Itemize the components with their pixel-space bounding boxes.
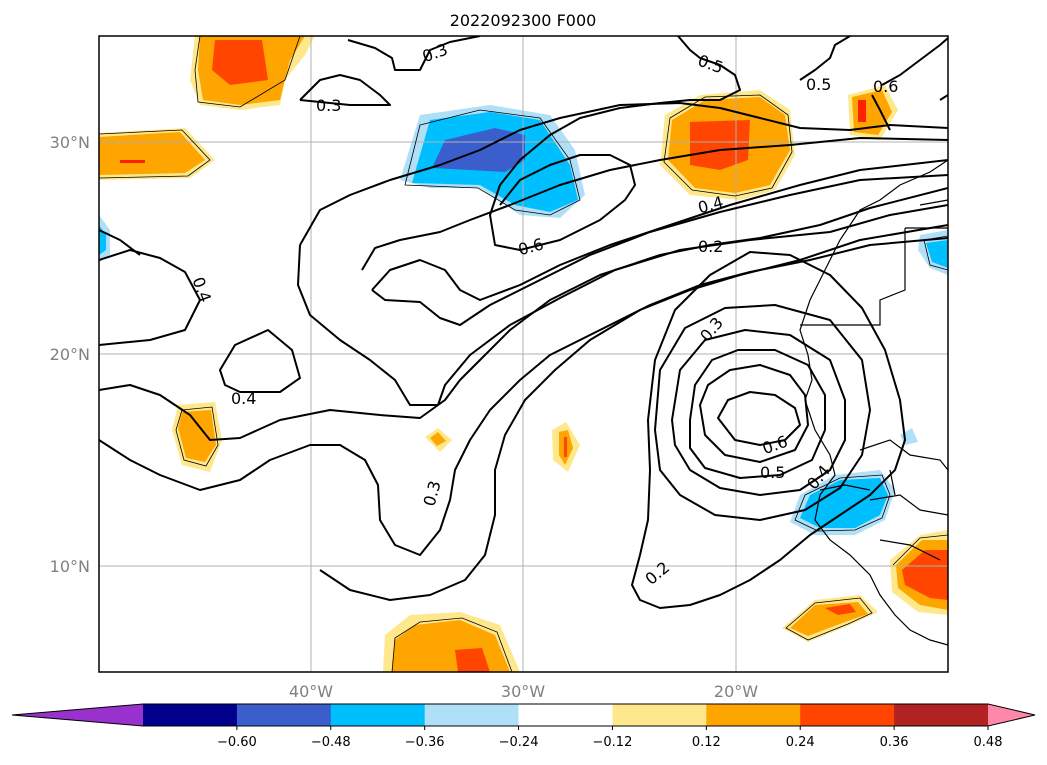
contour-label: 0.4 [231, 389, 256, 408]
colorbar-segment [236, 704, 332, 726]
colorbar-tick-label: −0.12 [593, 735, 633, 750]
contour-label: 0.3 [696, 313, 727, 345]
colorbar-extend-high [988, 704, 1035, 726]
contour-label: 0.4 [188, 275, 215, 305]
lat-label-10n: 10°N [50, 557, 90, 576]
contour-label: 0.6 [873, 77, 898, 96]
colorbar-segment [518, 704, 613, 726]
contour-lines [99, 36, 948, 609]
graticule [99, 36, 948, 672]
lat-label-30n: 30°N [50, 133, 90, 152]
lon-label-30w: 30°W [501, 682, 545, 701]
colorbar-tick-label: 0.12 [692, 735, 721, 750]
colorbar-segment [894, 704, 989, 726]
contour-label: 0.5 [760, 463, 785, 482]
colorbar-tick-label: −0.60 [217, 735, 257, 750]
contour-label: 0.5 [806, 75, 831, 94]
lon-label-40w: 40°W [289, 682, 333, 701]
map-area: 0.3 0.3 0.5 0.5 0.6 0.4 0.6 0.4 0.2 0.4 … [99, 36, 948, 672]
colorbar-segment [143, 704, 238, 726]
anomaly-fills [99, 36, 948, 672]
contour-label: 0.3 [316, 96, 341, 115]
colorbar-segment [800, 704, 895, 726]
colorbar-tick-label: −0.48 [311, 735, 351, 750]
colorbar-tick-label: −0.36 [405, 735, 445, 750]
colorbar-tick-label: −0.24 [499, 735, 539, 750]
colorbar-segment [612, 704, 707, 726]
colorbar-outline [11, 703, 1036, 727]
map-title: 2022092300 F000 [450, 11, 597, 30]
contour-label: 0.2 [641, 558, 673, 589]
colorbar-tick-label: 0.36 [880, 735, 909, 750]
colorbar-extend-low [12, 704, 143, 726]
map-frame [98, 35, 949, 673]
lon-label-20w: 20°W [714, 682, 758, 701]
colorbar-tick-label: 0.48 [974, 735, 1003, 750]
contour-label: 0.4 [696, 192, 726, 217]
colorbar-tick-label: 0.24 [786, 735, 815, 750]
lat-label-20n: 20°N [50, 345, 90, 364]
contour-label: 0.2 [698, 237, 723, 256]
anomaly-outlines [99, 36, 948, 672]
contour-label: 0.3 [420, 479, 445, 509]
colorbar: −0.60 −0.48 −0.36 −0.24 −0.12 0.12 0.24 0.36 0.4… [11, 703, 1036, 750]
colorbar-segment [706, 704, 801, 726]
contour-label: 0.5 [695, 51, 725, 78]
colorbar-segment [424, 704, 520, 726]
contour-label: 0.6 [516, 234, 546, 259]
colorbar-segment [330, 704, 426, 726]
